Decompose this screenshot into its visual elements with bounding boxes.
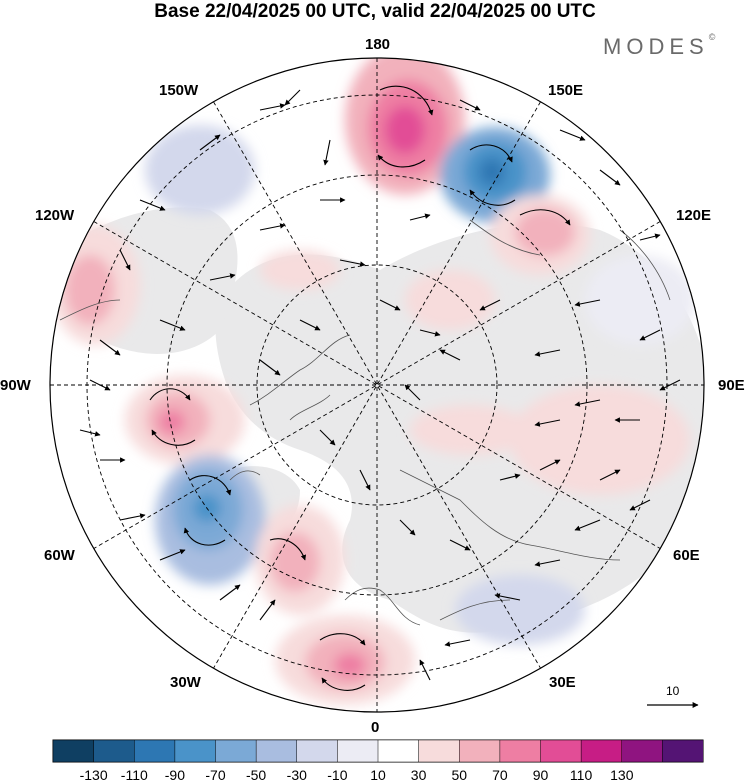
colorbar-tick-label: 90 [532,767,549,783]
colorbar-tick-label: 30 [410,767,427,783]
lon-label-0: 0 [371,719,380,736]
colorbar-cell [377,739,420,763]
wind-vectors [79,85,681,691]
anomaly-blobs [50,58,695,705]
colorbar-tick-label: -130 [79,767,108,783]
coastlines [59,219,671,626]
colorbar-cell [52,739,95,763]
colorbar-tick-label: 110 [569,767,593,783]
colorbar-tick-label: 50 [451,767,468,783]
lon-label-90e: 90E [718,377,745,394]
colorbar [52,739,704,763]
colorbar-cell [93,739,135,763]
brand-logo: MODES© [603,32,716,60]
colorbar-tick-label: -90 [164,767,186,783]
colorbar-tick-label: -70 [205,767,226,783]
colorbar-cell [296,739,338,763]
colorbar-cell [459,739,501,763]
colorbar-tick-label: -10 [327,767,348,783]
lon-label-180: 180 [365,36,391,53]
lon-label-60e: 60E [673,547,700,564]
colorbar-tick-label: 10 [370,767,386,783]
colorbar-tick-label: 70 [492,767,508,783]
lon-label-90w: 90W [0,377,31,394]
lon-label-150e: 150E [548,82,584,99]
lon-label-60w: 60W [44,547,75,564]
map-title: Base 22/04/2025 00 UTC, valid 22/04/2025… [154,1,596,22]
anomaly-field [50,58,704,712]
colorbar-cell [174,739,217,763]
lon-label-30e: 30E [549,674,576,691]
colorbar-cell [540,739,582,763]
colorbar-cell [134,739,176,763]
colorbar-cell [215,739,257,763]
brand-name: MODES [603,34,709,59]
brand-mark: © [708,32,716,42]
lon-label-120e: 120E [676,207,712,224]
colorbar-tick-label: -50 [245,767,267,783]
colorbar-tick-label: -110 [120,767,148,783]
colorbar-cell [621,739,663,763]
colorbar-cell [662,739,704,763]
lon-label-120w: 120W [35,207,75,224]
colorbar-tick-label: 130 [610,767,634,783]
colorbar-cell [337,739,379,763]
lon-label-30w: 30W [170,674,201,691]
lon-label-150w: 150W [159,82,199,99]
colorbar-cell [499,739,542,763]
map-boundary [49,57,705,713]
colorbar-tick-label: -30 [286,767,307,783]
colorbar-cell [580,739,623,763]
graticule [50,58,704,712]
colorbar-cell [418,739,460,763]
vector-scale-label: 10 [666,684,680,698]
colorbar-cell [255,739,298,763]
